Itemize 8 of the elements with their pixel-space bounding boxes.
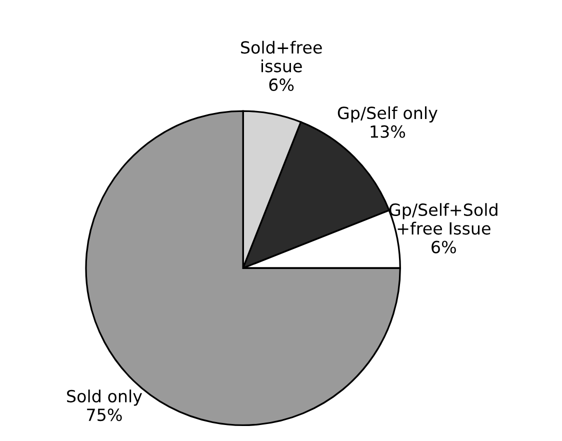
slice-label: Sold+free issue bbox=[241, 40, 322, 72]
data-label: 6% bbox=[432, 240, 456, 254]
slice-label: Gp/Self only bbox=[338, 106, 438, 122]
slice-label: Gp/Self+Sold +free Issue bbox=[389, 203, 498, 235]
data-label: 6% bbox=[269, 78, 294, 92]
data-label: 13% bbox=[370, 125, 406, 138]
slice-label: Sold only bbox=[67, 390, 142, 406]
data-label: 75% bbox=[87, 408, 122, 422]
